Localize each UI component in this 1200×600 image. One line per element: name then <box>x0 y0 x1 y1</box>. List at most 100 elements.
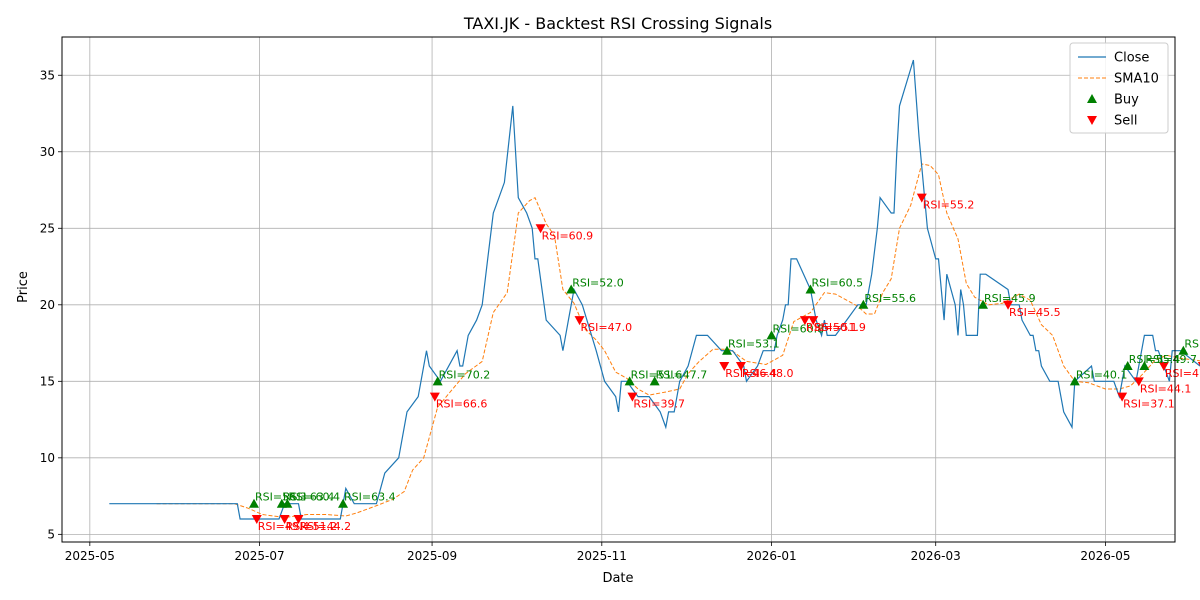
grid-lines <box>62 37 1175 542</box>
close-line <box>109 59 1200 520</box>
y-tick-label: 10 <box>40 451 55 465</box>
buy-label: RSI=45.9 <box>984 292 1036 305</box>
axis-ticks: 2025-05 2025-07 2025-09 2025-11 2026-01 2026-… <box>40 68 1131 563</box>
sma-series <box>156 163 1200 519</box>
legend-box <box>1069 42 1169 134</box>
buy-label: RSI=55.4 <box>1129 353 1181 366</box>
x-tick-label: 2025-05 <box>65 549 115 563</box>
buy-label: RSI=55.6 <box>864 292 916 305</box>
sell-label: RSI=66.6 <box>436 398 488 411</box>
x-axis-label: Date <box>602 571 633 586</box>
legend-buy-swatch <box>1087 94 1097 103</box>
sell-marker <box>808 316 819 326</box>
y-tick-label: 5 <box>47 527 55 541</box>
y-tick-label: 15 <box>40 374 55 388</box>
sell-label: RSI=47.9 <box>1165 367 1200 380</box>
sell-marker <box>574 316 585 326</box>
legend-label: Close <box>1114 51 1149 66</box>
buy-label: RSI=53.1 <box>728 338 780 351</box>
x-tick-label: 2025-07 <box>234 549 284 563</box>
buy-label: RSI=56.3 <box>255 491 307 504</box>
buy-marker <box>624 376 635 386</box>
y-tick-label: 30 <box>40 145 55 159</box>
buy-marker <box>858 299 869 309</box>
buy-label: RSI=47.7 <box>656 368 708 381</box>
buy-label: RSI=54.1 <box>1184 338 1200 351</box>
sell-label: RSI=44.2 <box>300 520 352 533</box>
y-tick-label: 20 <box>40 298 55 312</box>
buy-marker <box>432 376 443 386</box>
buy-label: RSI=70.2 <box>439 368 491 381</box>
buy-label: RSI=51.6 <box>631 368 683 381</box>
buy-marker <box>566 284 577 294</box>
sell-label: RSI=39.7 <box>633 398 685 411</box>
sell-label: RSI=50.1 <box>806 321 858 334</box>
x-tick-label: 2025-11 <box>577 549 627 563</box>
sell-marker <box>916 193 927 203</box>
buy-marker <box>722 345 733 355</box>
x-tick-label: 2026-05 <box>1080 549 1130 563</box>
sell-label: RSI=48.0 <box>742 367 794 380</box>
buy-label: RSI=60.4 <box>288 491 340 504</box>
sell-label: RSI=44.1 <box>1140 382 1192 395</box>
legend-label: Sell <box>1114 114 1137 129</box>
sell-marker <box>279 515 290 525</box>
sell-marker <box>719 362 730 372</box>
sell-marker <box>1158 362 1169 372</box>
sell-marker <box>1197 362 1200 366</box>
x-tick-label: 2025-09 <box>407 549 457 563</box>
legend-sell-swatch <box>1087 116 1097 125</box>
sell-marker <box>627 392 638 402</box>
legend: Close SMA10 Buy Sell <box>1069 42 1169 134</box>
buy-marker <box>766 330 777 340</box>
buy-marker <box>248 498 259 508</box>
buy-marker <box>1139 361 1150 371</box>
sell-label: RSI=37.1 <box>1123 398 1175 411</box>
sell-marker <box>1117 392 1128 402</box>
buy-marker <box>1178 345 1189 355</box>
sell-label: RSI=51.9 <box>814 321 866 334</box>
x-tick-label: 2026-01 <box>746 549 796 563</box>
sell-marker <box>799 316 810 326</box>
buy-marker <box>805 284 816 294</box>
signal-markers <box>248 193 1200 525</box>
y-tick-label: 35 <box>40 68 55 82</box>
buy-label: RSI=60.8 <box>773 322 825 335</box>
sell-label: RSI=49.4 <box>258 520 310 533</box>
sma10-line <box>156 163 1200 519</box>
buy-label: RSI=60.5 <box>811 277 863 290</box>
sell-marker <box>735 362 746 372</box>
buy-label: RSI=40.1 <box>1076 368 1128 381</box>
y-axis-label: Price <box>16 271 31 303</box>
sell-label: RSI=51.2 <box>286 520 338 533</box>
sell-marker <box>293 515 304 525</box>
buy-label: RSI=49.7 <box>1145 353 1197 366</box>
buy-marker <box>649 376 660 386</box>
sell-label: RSI=60.9 <box>542 229 594 242</box>
x-tick-label: 2026-03 <box>911 549 961 563</box>
sell-label: RSI=55.2 <box>923 199 975 212</box>
chart-title: TAXI.JK - Backtest RSI Crossing Signals <box>463 14 772 33</box>
buy-marker <box>1069 376 1080 386</box>
buy-marker <box>282 498 293 508</box>
legend-label: Buy <box>1114 93 1139 108</box>
buy-label: RSI=52.0 <box>572 277 624 290</box>
buy-label: RSI=63.4 <box>344 491 396 504</box>
sell-marker <box>429 392 440 402</box>
legend-label: SMA10 <box>1114 72 1159 87</box>
sell-label: RSI=47.0 <box>581 321 633 334</box>
close-series <box>109 59 1200 520</box>
buy-marker <box>1122 361 1133 371</box>
buy-label: RSI=63.4 <box>283 491 335 504</box>
sell-marker <box>1003 300 1014 310</box>
sell-marker <box>251 515 262 525</box>
sell-label: RSI=46.4 <box>725 367 777 380</box>
buy-marker <box>338 498 349 508</box>
y-tick-label: 25 <box>40 221 55 235</box>
sell-marker <box>535 224 546 234</box>
plot-frame <box>61 36 1176 543</box>
sell-label: RSI=45.5 <box>1009 306 1061 319</box>
buy-marker <box>978 299 989 309</box>
